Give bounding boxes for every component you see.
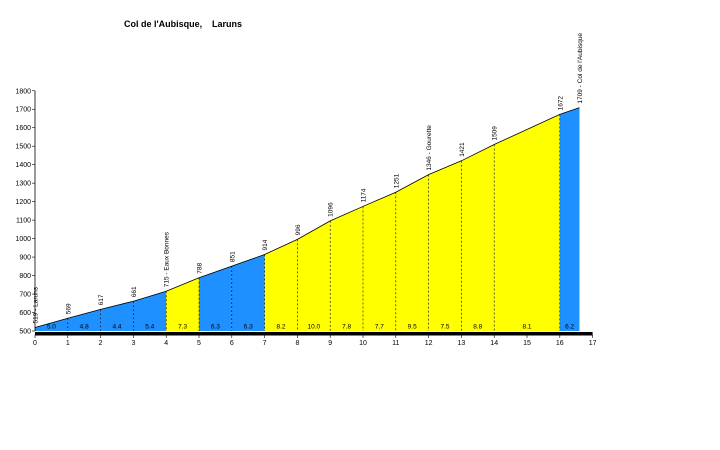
gradient-segment: [461, 144, 495, 331]
elevation-label: 1346 - Gourette: [426, 125, 433, 171]
gradient-label: 6.3: [211, 324, 220, 331]
elevation-label: 1421: [459, 142, 466, 157]
gradient-label: 5.4: [145, 324, 154, 331]
x-tick-label: 3: [131, 340, 135, 347]
x-tick-label: 6: [230, 340, 234, 347]
axes: 5006007008009001000110012001300140015001…: [15, 88, 596, 347]
y-tick-label: 1400: [15, 162, 31, 169]
x-tick-label: 4: [164, 340, 168, 347]
y-tick-label: 900: [19, 255, 31, 262]
gradient-segment: [330, 206, 363, 331]
gradient-label: 8.1: [522, 324, 531, 331]
x-tick-label: 16: [556, 340, 564, 347]
chart-title: Col de l'Aubisque,: [124, 19, 202, 29]
elevation-label: 1174: [361, 188, 368, 202]
x-tick-label: 10: [359, 340, 367, 347]
y-tick-label: 500: [19, 329, 31, 336]
gradient-segment: [395, 174, 429, 331]
elevation-label: 788: [197, 263, 204, 274]
elevation-label: 914: [262, 239, 269, 250]
gradient-segment: [297, 220, 331, 331]
x-tick-label: 2: [99, 340, 103, 347]
elevation-label: 1709 - Col de l'Aubisque: [577, 33, 584, 104]
gradient-label: 4.8: [80, 324, 89, 331]
y-tick-label: 700: [19, 292, 31, 299]
gradient-segment: [428, 160, 462, 331]
x-axis-bar: [35, 332, 593, 336]
elevation-label: 996: [295, 224, 302, 235]
gradient-segment: [100, 301, 134, 331]
gradient-segment: [199, 266, 232, 331]
x-tick-label: 5: [197, 340, 201, 347]
elevation-label: 617: [98, 294, 105, 305]
gradient-label: 6.3: [244, 324, 253, 331]
elevation-label: 1509: [492, 126, 499, 141]
gradient-label: 8.2: [276, 324, 285, 331]
y-tick-label: 1100: [16, 218, 31, 225]
x-tick-label: 14: [490, 340, 498, 347]
elevation-label: 851: [229, 251, 236, 262]
x-tick-label: 1: [66, 340, 70, 347]
gradient-segment: [166, 277, 199, 331]
elevation-label: 569: [65, 303, 72, 314]
gradient-segment: [363, 192, 396, 331]
gradient-label: 8.8: [473, 324, 482, 331]
x-tick-label: 0: [33, 340, 37, 347]
y-tick-label: 600: [19, 310, 31, 317]
y-tick-label: 1200: [15, 199, 31, 206]
gradient-segments: [35, 107, 580, 331]
y-tick-label: 800: [19, 273, 31, 280]
gradient-label: 7.3: [178, 324, 187, 331]
gradient-label: 6.2: [565, 324, 574, 331]
x-tick-label: 7: [263, 340, 267, 347]
elevation-label: 1096: [328, 202, 335, 217]
y-tick-label: 1300: [15, 181, 31, 188]
gradient-label: 5.0: [47, 324, 56, 331]
gradient-label: 9.5: [408, 324, 417, 331]
kilometre-markers: [34, 107, 580, 331]
data-labels: 5.0 4.8 4.4 5.4 7.3 6.3 6.3 8.2 10.0 7.8 7.7 9.5 7.5…: [33, 33, 584, 331]
y-tick-label: 1700: [15, 107, 31, 114]
x-tick-label: 17: [589, 340, 597, 347]
elevation-label: 715 - Eaux Bonnes: [164, 231, 171, 287]
x-tick-label: 8: [295, 340, 299, 347]
gradient-label: 7.8: [342, 324, 351, 331]
y-tick-label: 1600: [15, 125, 31, 132]
elevation-label: 519 - Laruns: [33, 286, 40, 323]
x-tick-label: 12: [425, 340, 433, 347]
x-tick-label: 9: [328, 340, 332, 347]
gradient-segment: [67, 309, 101, 331]
chart-subtitle: Laruns: [212, 19, 242, 29]
gradient-segment: [264, 239, 298, 331]
gradient-segment: [494, 114, 560, 331]
gradient-segment: [35, 318, 68, 331]
gradient-label: 10.0: [307, 324, 320, 331]
gradient-segment: [231, 254, 265, 331]
elevation-label: 1672: [557, 96, 564, 111]
x-tick-label: 15: [523, 340, 531, 347]
gradient-label: 4.4: [112, 324, 121, 331]
gradient-label: 7.7: [375, 324, 384, 331]
y-tick-label: 1500: [15, 144, 31, 151]
x-tick-label: 13: [458, 340, 466, 347]
gradient-segment: [559, 107, 580, 331]
elevation-label: 1251: [393, 173, 400, 188]
y-tick-label: 1800: [15, 88, 31, 95]
y-tick-label: 1000: [15, 236, 31, 243]
x-tick-label: 11: [392, 340, 399, 347]
gradient-label: 7.5: [440, 324, 449, 331]
elevation-label: 661: [131, 286, 138, 297]
gradient-segment: [133, 291, 167, 331]
